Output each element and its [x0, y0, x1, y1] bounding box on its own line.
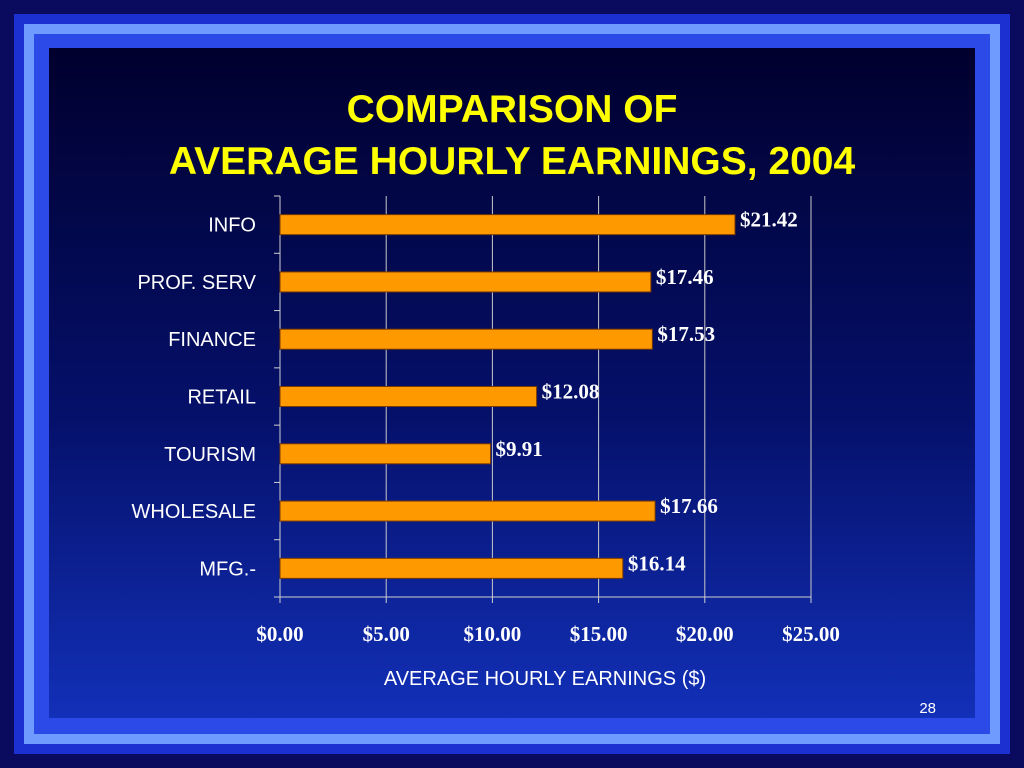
data-label: $12.08	[542, 380, 600, 404]
category-label: FINANCE	[168, 329, 256, 351]
x-tick-label: $25.00	[782, 622, 840, 646]
x-tick-label: $15.00	[570, 622, 628, 646]
bar	[279, 500, 656, 522]
category-label: TOURISM	[164, 444, 256, 466]
category-label: RETAIL	[187, 387, 256, 409]
data-label: $17.66	[660, 494, 718, 518]
slide-panel	[49, 48, 975, 718]
bar	[279, 271, 652, 293]
x-tick-label: $0.00	[256, 622, 303, 646]
data-label: $9.91	[495, 437, 542, 461]
data-label: $17.53	[657, 322, 715, 346]
x-tick-label: $5.00	[363, 622, 410, 646]
bar	[279, 328, 653, 350]
category-label: PROF. SERV	[137, 272, 256, 294]
x-axis-title: AVERAGE HOURLY EARNINGS ($)	[384, 668, 706, 690]
data-label: $16.14	[628, 551, 686, 575]
category-label: INFO	[208, 215, 256, 237]
bar	[279, 214, 736, 236]
slide-title: COMPARISON OF AVERAGE HOURLY EARNINGS, 2…	[0, 84, 1024, 188]
bar	[279, 443, 491, 465]
data-label: $17.46	[656, 265, 714, 289]
title-line-2: AVERAGE HOURLY EARNINGS, 2004	[168, 140, 856, 183]
page-number: 28	[919, 700, 936, 717]
x-tick-label: $10.00	[464, 622, 522, 646]
x-tick-label: $20.00	[676, 622, 734, 646]
data-label: $21.42	[740, 208, 798, 232]
title-line-1: COMPARISON OF	[346, 88, 678, 131]
category-label: MFG.-	[199, 558, 256, 580]
bar	[279, 557, 624, 579]
bar	[279, 386, 538, 407]
category-label: WHOLESALE	[132, 501, 256, 523]
